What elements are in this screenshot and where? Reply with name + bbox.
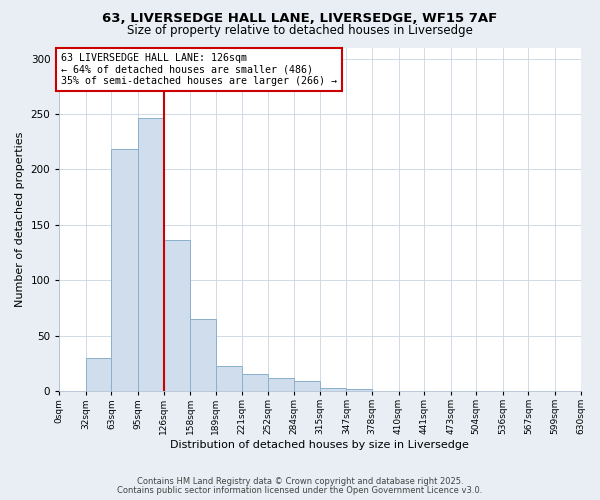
Bar [112,150,138,391]
Bar [346,389,372,391]
Text: 63 LIVERSEDGE HALL LANE: 126sqm
← 64% of detached houses are smaller (486)
35% o: 63 LIVERSEDGE HALL LANE: 126sqm ← 64% of… [61,53,337,86]
Text: Size of property relative to detached houses in Liversedge: Size of property relative to detached ho… [127,24,473,37]
Bar [215,366,242,391]
Bar [268,378,294,391]
Bar [86,358,112,391]
Bar [242,374,268,391]
Bar [190,319,215,391]
Bar [138,118,164,391]
Bar [294,381,320,391]
Bar [164,240,190,391]
Y-axis label: Number of detached properties: Number of detached properties [15,132,25,307]
Bar [320,388,346,391]
Text: 63, LIVERSEDGE HALL LANE, LIVERSEDGE, WF15 7AF: 63, LIVERSEDGE HALL LANE, LIVERSEDGE, WF… [103,12,497,26]
X-axis label: Distribution of detached houses by size in Liversedge: Distribution of detached houses by size … [170,440,469,450]
Text: Contains public sector information licensed under the Open Government Licence v3: Contains public sector information licen… [118,486,482,495]
Text: Contains HM Land Registry data © Crown copyright and database right 2025.: Contains HM Land Registry data © Crown c… [137,477,463,486]
